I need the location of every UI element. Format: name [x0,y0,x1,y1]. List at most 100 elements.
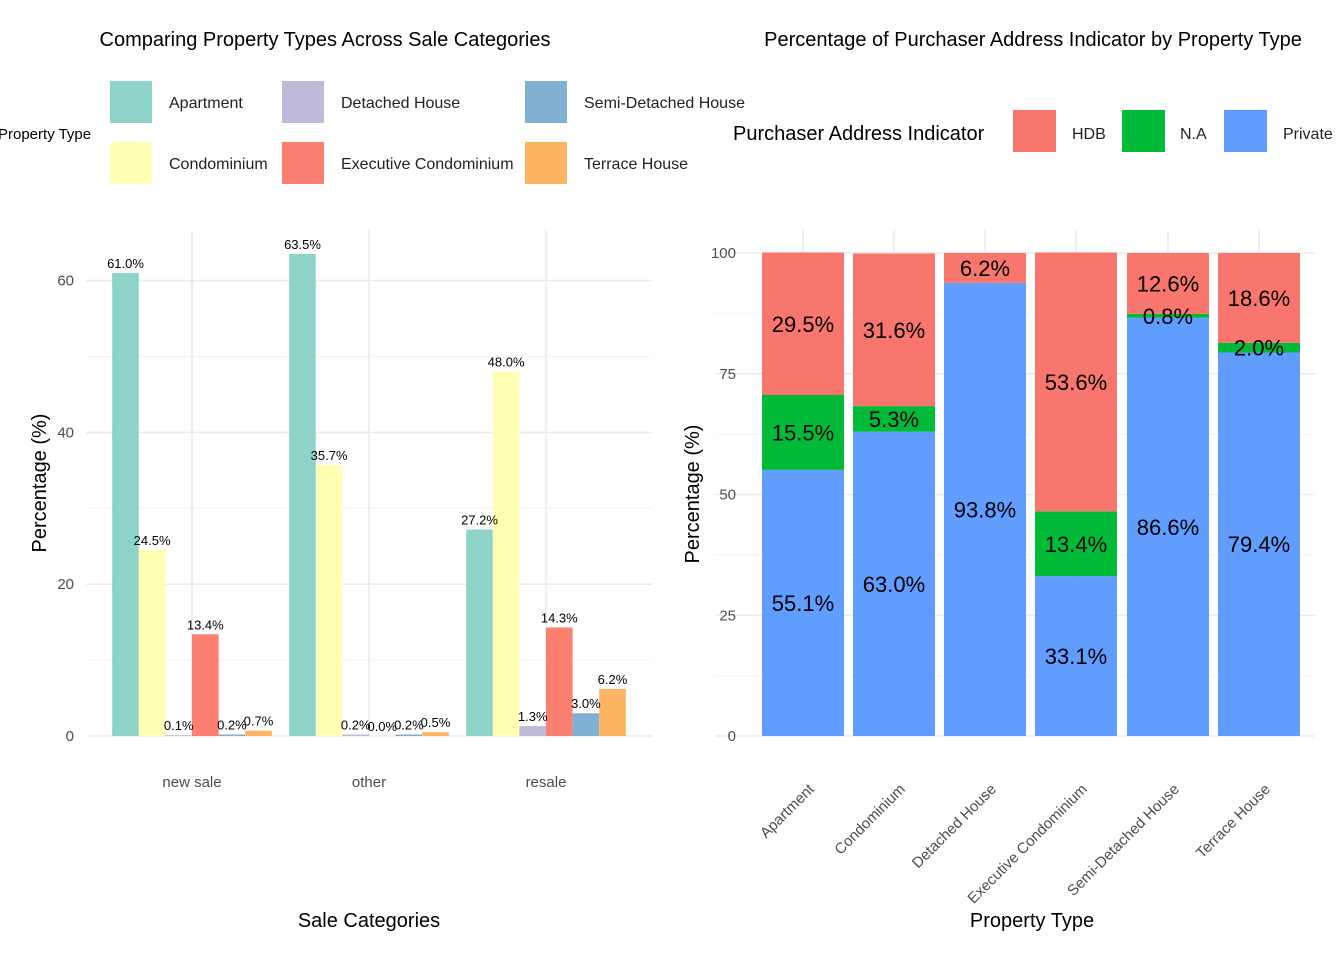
legend-label-hdb: HDB [1072,126,1106,143]
legend-entry-na: N.A [1122,110,1207,152]
y-tick-label: 60 [57,273,74,290]
left-legend: Property Type Apartment Detached House S… [0,81,745,184]
bar-executive-condominium-resale [546,627,573,736]
legend-label-na: N.A [1180,126,1207,143]
legend-entry-apartment: Apartment [110,81,243,123]
stacked-bar-chart: Percentage of Purchaser Address Indicato… [682,29,1333,932]
left-bar-labels: 61.0%24.5%0.1%13.4%0.2%0.7%63.5%35.7%0.2… [107,237,628,734]
bar-value-label: 0.2% [341,717,371,732]
x-tick-label: new sale [162,774,221,791]
segment-hdb-apartment [762,252,844,396]
legend-entry-terrace-house: Terrace House [525,142,688,184]
legend-label-private: Private [1283,126,1333,143]
y-tick-label: 0 [728,728,736,745]
bar-value-label: 35.7% [311,448,348,463]
segment-value-label: 63.0% [863,572,925,597]
segment-value-label: 86.6% [1137,515,1199,540]
legend-label-condominium: Condominium [169,156,268,173]
segment-private-terrace-house [1218,352,1300,736]
bar-condominium-other [315,465,343,736]
segment-private-detached-house [944,282,1026,736]
left-y-axis-title: Percentage (%) [29,414,51,553]
bar-condominium-resale [492,371,520,736]
segment-hdb-executive-condominium [1035,252,1117,512]
legend-swatch-apartment [110,81,152,123]
bar-detached-house-other [342,734,369,736]
segment-value-label: 33.1% [1045,644,1107,669]
legend-swatch-condominium [110,142,152,184]
right-legend: Purchaser Address Indicator HDB N.A Priv… [733,110,1333,152]
y-tick-label: 40 [57,424,74,441]
bar-value-label: 24.5% [134,533,171,548]
segment-n-a-terrace-house [1218,342,1300,353]
segment-value-label: 0.8% [1143,304,1193,329]
right-y-ticks: 0 25 50 75 100 [711,245,736,745]
y-tick-label: 50 [719,487,736,504]
legend-entry-private: Private [1224,110,1333,152]
segment-hdb-condominium [853,253,935,407]
right-x-ticks: Apartment Condominium Detached HouseExecut… [757,780,1274,907]
segment-value-label: 53.6% [1045,370,1107,395]
bar-value-label: 0.2% [394,717,424,732]
left-legend-title: Property Type [0,126,91,143]
legend-label-detached-house: Detached House [341,95,460,112]
bar-apartment-other [289,254,316,736]
segment-n-a-condominium [853,406,935,432]
bar-terrace-house-new-sale [245,730,272,736]
legend-label-semi-detached-house: Semi-Detached House [584,95,745,112]
segment-n-a-apartment [762,395,844,470]
legend-swatch-detached-house [282,81,324,123]
bar-value-label: 27.2% [461,513,498,528]
segment-private-executive-condominium [1035,576,1117,736]
bar-executive-condominium-new-sale [192,634,219,736]
legend-label-terrace-house: Terrace House [584,156,688,173]
legend-entry-hdb: HDB [1013,110,1106,152]
legend-label-apartment: Apartment [169,95,243,112]
left-y-ticks: 0 20 40 60 [57,273,74,745]
y-tick-label: 25 [719,607,736,624]
y-tick-label: 100 [711,245,736,262]
bar-value-label: 0.7% [244,714,274,729]
segment-value-label: 15.5% [772,420,834,445]
x-tick-label: Terrace House [1193,781,1274,862]
bar-value-label: 0.2% [217,717,247,732]
bar-value-label: 0.5% [421,715,451,730]
left-bars [112,254,626,736]
segment-value-label: 13.4% [1045,532,1107,557]
segment-value-label: 29.5% [772,312,834,337]
bar-value-label: 48.0% [488,355,525,370]
legend-entry-semi-detached-house: Semi-Detached House [525,81,745,123]
segment-value-label: 18.6% [1228,286,1290,311]
bar-detached-house-resale [519,726,546,736]
legend-swatch-semi-detached-house [525,81,567,123]
right-y-axis-title: Percentage (%) [682,425,704,564]
x-tick-label: Condominium [831,781,908,858]
bar-value-label: 63.5% [284,237,321,252]
legend-swatch-na [1122,110,1165,152]
segment-value-label: 93.8% [954,497,1016,522]
left-x-ticks: new sale other resale [162,774,566,791]
x-tick-label: Detached House [909,781,1000,872]
right-legend-title: Purchaser Address Indicator [733,123,985,145]
segment-value-label: 5.3% [869,407,919,432]
segment-private-apartment [762,469,844,736]
bar-semi-detached-house-other [395,734,423,736]
bar-value-label: 14.3% [541,610,578,625]
bar-terrace-house-resale [599,688,626,736]
right-x-axis-title: Property Type [970,910,1094,932]
bar-condominium-new-sale [138,550,166,736]
left-chart-title: Comparing Property Types Across Sale Cat… [100,29,551,51]
legend-swatch-executive-condominium [282,142,324,184]
x-tick-label: other [352,774,386,791]
bar-value-label: 61.0% [107,256,144,271]
bar-apartment-resale [466,529,493,736]
bar-value-label: 0.0% [367,719,397,734]
legend-entry-condominium: Condominium [110,142,268,184]
segment-hdb-terrace-house [1218,253,1300,343]
segment-n-a-executive-condominium [1035,511,1117,577]
bar-semi-detached-house-resale [572,713,600,736]
right-bars [762,252,1300,736]
bar-detached-house-new-sale [165,735,192,736]
right-chart-title: Percentage of Purchaser Address Indicato… [764,29,1302,51]
